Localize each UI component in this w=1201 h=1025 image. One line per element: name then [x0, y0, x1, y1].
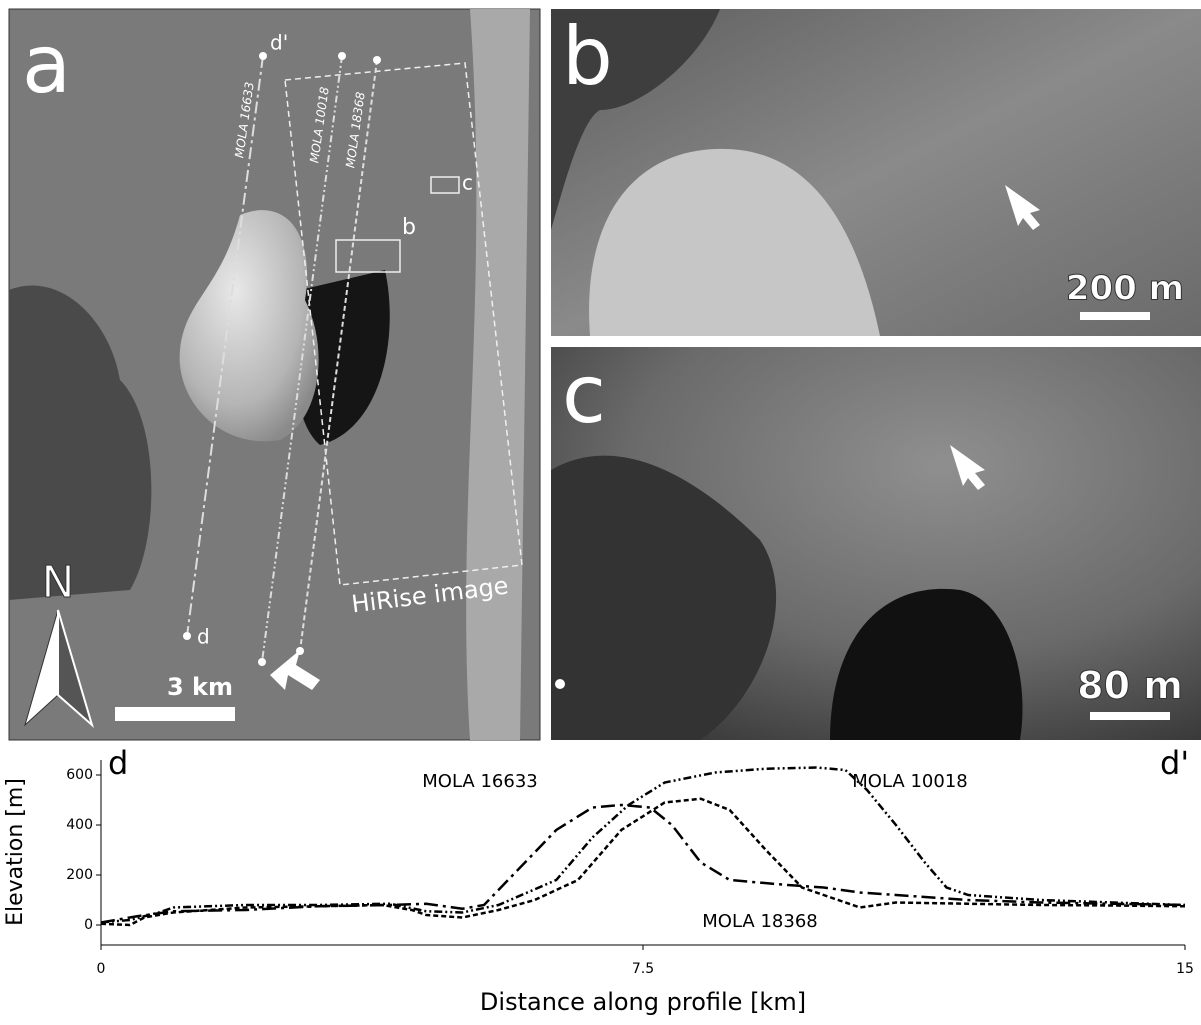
page: {"figure": { "panel_a": {"label": "a", "… — [0, 0, 1201, 1021]
scale-bar — [1090, 712, 1170, 720]
ridge — [466, 9, 530, 740]
series-label: MOLA 18368 — [702, 911, 817, 932]
scale-label: 3 km — [167, 673, 233, 701]
panel-label: a — [22, 18, 71, 111]
series-label: MOLA 10018 — [852, 771, 967, 792]
corner-label: d — [108, 744, 128, 782]
panel-c: c 80 m — [551, 347, 1201, 740]
panel-b: b 200 m — [551, 9, 1201, 336]
y-tick-label: 600 — [66, 767, 93, 783]
scale-bar — [115, 707, 235, 721]
panel-label: c — [562, 348, 606, 441]
y-axis-title: Elevation [m] — [3, 778, 28, 926]
y-tick-label: 200 — [66, 867, 93, 883]
y-tick-label: 400 — [66, 817, 93, 833]
series-label: MOLA 16633 — [422, 771, 537, 792]
x-tick-label: 15 — [1176, 961, 1194, 977]
x-axis-title: Distance along profile [km] — [480, 988, 806, 1016]
scale-label: 200 m — [1066, 269, 1184, 309]
profile-chart: Elevation [m] Distance along profile [km… — [3, 744, 1194, 1016]
corner-label: d' — [1160, 744, 1189, 782]
scale-bar — [1080, 312, 1150, 320]
x-tick-label: 0 — [97, 961, 106, 977]
north-label: N — [42, 557, 75, 608]
x-tick-label: 7.5 — [632, 961, 654, 977]
panel-label: b — [562, 10, 613, 103]
y-tick-label: 0 — [84, 917, 93, 933]
scale-label: 80 m — [1077, 664, 1183, 708]
box-label: c — [462, 171, 473, 195]
figure: a d' d MOLA 16633 MOLA 10018 MOLA 18368 … — [0, 0, 1201, 1021]
dot — [555, 679, 565, 689]
box-label: b — [402, 215, 416, 240]
profile-label: d' — [270, 31, 288, 55]
profile-line — [101, 768, 1185, 923]
panel-a: a d' d MOLA 16633 MOLA 10018 MOLA 18368 … — [9, 9, 540, 740]
profile-label: d — [197, 625, 210, 649]
